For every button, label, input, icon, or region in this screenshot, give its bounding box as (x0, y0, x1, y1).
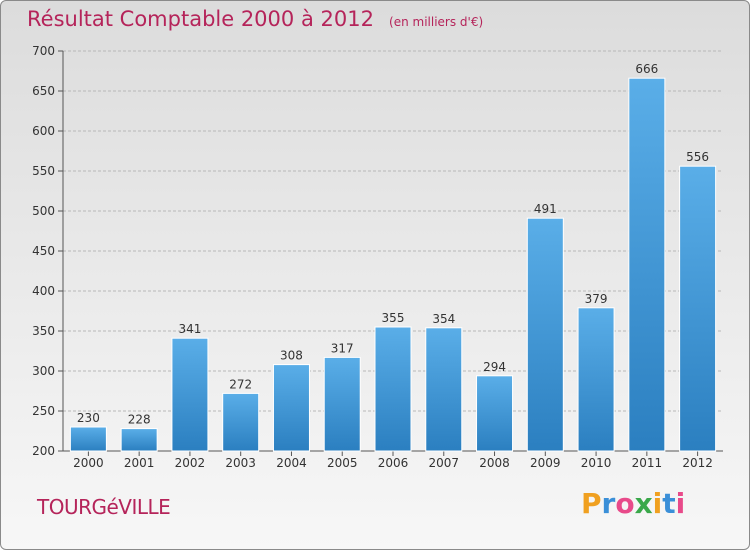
bar-2001 (120, 428, 158, 452)
bar-value-label: 228 (128, 413, 151, 427)
y-tick-label: 350 (32, 324, 55, 338)
logo-letter: o (615, 487, 635, 520)
bar-value-label: 556 (686, 150, 709, 164)
x-tick-label: 2004 (276, 456, 307, 470)
bar-value-label: 294 (483, 360, 506, 374)
bar-value-label: 308 (280, 349, 303, 363)
bar-2004 (272, 364, 310, 452)
y-tick-label: 300 (32, 364, 55, 378)
bar-value-label: 341 (178, 322, 201, 336)
x-tick-label: 2010 (581, 456, 612, 470)
y-tick-label: 700 (32, 44, 55, 58)
labels: 200 250 300 350 400 450 500 550 600 650 700 230 2000… (32, 44, 713, 470)
bar-value-label: 317 (331, 341, 354, 355)
chart-title-text: Résultat Comptable 2000 à 2012 (27, 7, 374, 31)
x-tick-label: 2003 (225, 456, 256, 470)
logo-letter: t (662, 487, 676, 520)
bar-value-label: 379 (585, 292, 608, 306)
x-tick-label: 2009 (530, 456, 561, 470)
y-tick-label: 250 (32, 404, 55, 418)
logo-letter: x (634, 487, 653, 520)
bar-value-label: 355 (382, 311, 405, 325)
bar-2010 (577, 307, 615, 452)
bar-2005 (323, 356, 361, 452)
bar-2012 (679, 165, 717, 452)
chart-unit-note: (en milliers d'€) (389, 15, 484, 29)
bar-value-label: 272 (229, 377, 252, 391)
bar-value-label: 354 (432, 312, 455, 326)
logo-letter: i (652, 487, 663, 520)
bar-value-label: 230 (77, 411, 100, 425)
x-tick-label: 2007 (428, 456, 459, 470)
logo-letter: P (581, 487, 602, 520)
x-tick-label: 2008 (479, 456, 510, 470)
x-tick-label: 2011 (632, 456, 663, 470)
y-tick-label: 400 (32, 284, 55, 298)
bar-2006 (374, 326, 412, 452)
x-tick-label: 2006 (378, 456, 409, 470)
commune-name: TOURGéVILLE (37, 495, 171, 519)
bar-value-label: 666 (635, 62, 658, 76)
bar-2007 (425, 327, 463, 452)
bar-2003 (222, 392, 260, 452)
proxiti-logo: Proxiti (581, 487, 685, 520)
x-tick-label: 2012 (682, 456, 713, 470)
x-tick-label: 2000 (73, 456, 104, 470)
x-tick-label: 2002 (175, 456, 206, 470)
y-tick-label: 550 (32, 164, 55, 178)
bar-2009 (526, 217, 564, 452)
y-tick-label: 650 (32, 84, 55, 98)
x-tick-label: 2001 (124, 456, 155, 470)
x-tick-label: 2005 (327, 456, 358, 470)
bar-2008 (476, 375, 514, 452)
bar-value-label: 491 (534, 202, 557, 216)
bars (69, 77, 717, 452)
bar-2000 (69, 426, 107, 452)
logo-letter: i (675, 487, 686, 520)
y-tick-label: 200 (32, 444, 55, 458)
y-tick-label: 600 (32, 124, 55, 138)
logo-letter: r (601, 487, 616, 520)
bar-2011 (628, 77, 666, 452)
y-tick-label: 450 (32, 244, 55, 258)
y-tick-label: 500 (32, 204, 55, 218)
bar-2002 (171, 337, 209, 452)
chart-title: Résultat Comptable 2000 à 2012 (en milli… (27, 7, 483, 31)
